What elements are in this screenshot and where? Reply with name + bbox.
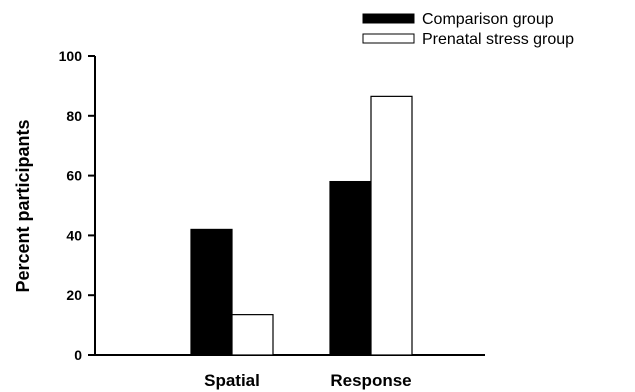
legend-swatch [362,33,415,44]
bar-comparison-spatial [190,228,233,356]
x-category-label: Response [330,371,411,390]
y-tick-label: 20 [66,287,82,303]
bars [190,95,413,356]
legend-label: Comparison group [422,11,554,28]
legend-swatch [362,13,415,24]
y-tick-label: 80 [66,108,82,124]
y-tick-label: 100 [59,48,83,64]
legend: Comparison group Prenatal stress group [362,11,574,48]
y-axis-title: Percent participants [13,119,33,292]
bar-prenatal-stress-response [370,95,413,356]
y-tick-label: 0 [74,347,82,363]
y-axis: 0 20 40 60 80 100 [59,48,96,363]
bar-prenatal-stress-spatial [231,314,274,356]
y-tick-label: 60 [66,168,82,184]
y-tick-label: 40 [66,227,82,243]
legend-label: Prenatal stress group [422,31,574,48]
bar-comparison-response [329,180,372,356]
x-axis: Spatial Response [95,354,485,390]
x-category-label: Spatial [204,371,260,390]
